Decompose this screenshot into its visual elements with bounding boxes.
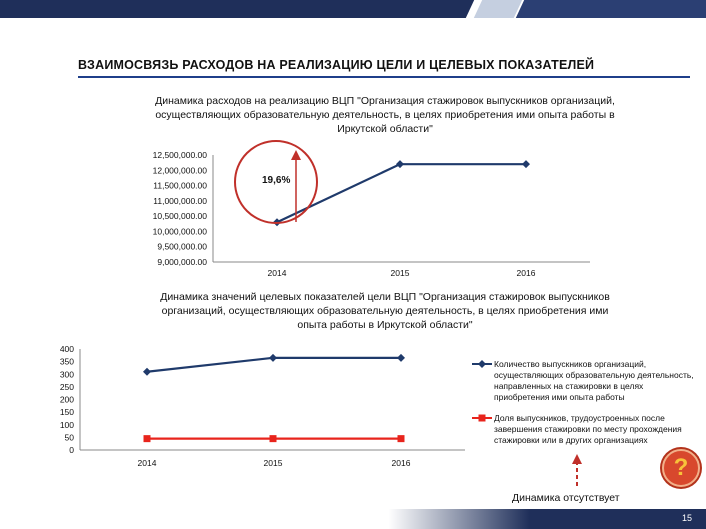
chart2-point <box>397 353 405 362</box>
note-pointer-head <box>572 454 582 464</box>
growth-arrow-head <box>291 150 301 160</box>
legend-marker-1-point <box>478 360 486 368</box>
chart1-y-tick: 9,000,000.00 <box>157 257 207 267</box>
chart2-y-tick: 100 <box>60 420 74 430</box>
legend-series-2: Доля выпускников, трудоустроенных после … <box>494 413 682 445</box>
chart2-y-tick: 50 <box>65 432 75 442</box>
dynamics-note: Динамика отсутствует <box>512 492 620 504</box>
chart1-series-line <box>276 163 526 224</box>
chart2-x-tick: 2016 <box>392 458 411 468</box>
chart1-x-tick: 2016 <box>517 268 536 278</box>
chart2-title: Динамика значений целевых показателей це… <box>160 291 610 331</box>
question-icon: ? <box>662 449 700 487</box>
chart2-point <box>269 435 277 443</box>
chart2-point <box>143 435 151 443</box>
slide-title: ВЗАИМОСВЯЗЬ РАСХОДОВ НА РЕАЛИЗАЦИЮ ЦЕЛИ … <box>78 58 595 72</box>
chart2-point <box>269 353 277 362</box>
chart1-y-tick: 11,000,000.00 <box>153 196 207 206</box>
legend-marker-2-point <box>478 414 486 422</box>
chart2-x-tick: 2014 <box>138 458 157 468</box>
title-underline <box>78 76 690 78</box>
chart1-point <box>522 160 530 169</box>
chart1-x-tick: 2014 <box>268 268 287 278</box>
chart2-point <box>143 367 151 376</box>
chart1-y-tick: 12,000,000.00 <box>153 165 208 175</box>
chart2-point <box>397 435 405 443</box>
chart1-y-tick: 11,500,000.00 <box>153 181 207 191</box>
chart2-y-tick: 350 <box>60 357 74 367</box>
chart2-y-tick: 0 <box>69 445 74 455</box>
page-number: 15 <box>681 513 692 523</box>
chart1-point <box>396 160 404 169</box>
chart1-title: Динамика расходов на реализацию ВЦП "Орг… <box>155 95 615 135</box>
chart1-x-tick: 2015 <box>391 268 410 278</box>
chart2-y-tick: 300 <box>60 369 74 379</box>
footer-band <box>0 509 706 529</box>
chart1-y-tick: 9,500,000.00 <box>157 242 207 252</box>
growth-highlight-circle <box>234 140 318 224</box>
chart1-y-tick: 12,500,000.00 <box>153 150 208 160</box>
chart2-x-tick: 2015 <box>264 458 283 468</box>
chart2-y-tick: 250 <box>60 382 74 392</box>
chart1-y-tick: 10,500,000.00 <box>153 211 208 221</box>
chart1-y-tick: 10,000,000.00 <box>153 226 208 236</box>
chart2-y-tick: 400 <box>60 344 74 354</box>
legend-series-1: Количество выпускников организаций, осущ… <box>494 359 694 402</box>
growth-annotation: 19,6% <box>262 175 291 186</box>
chart2-y-tick: 150 <box>60 407 74 417</box>
chart2-y-tick: 200 <box>60 395 74 405</box>
